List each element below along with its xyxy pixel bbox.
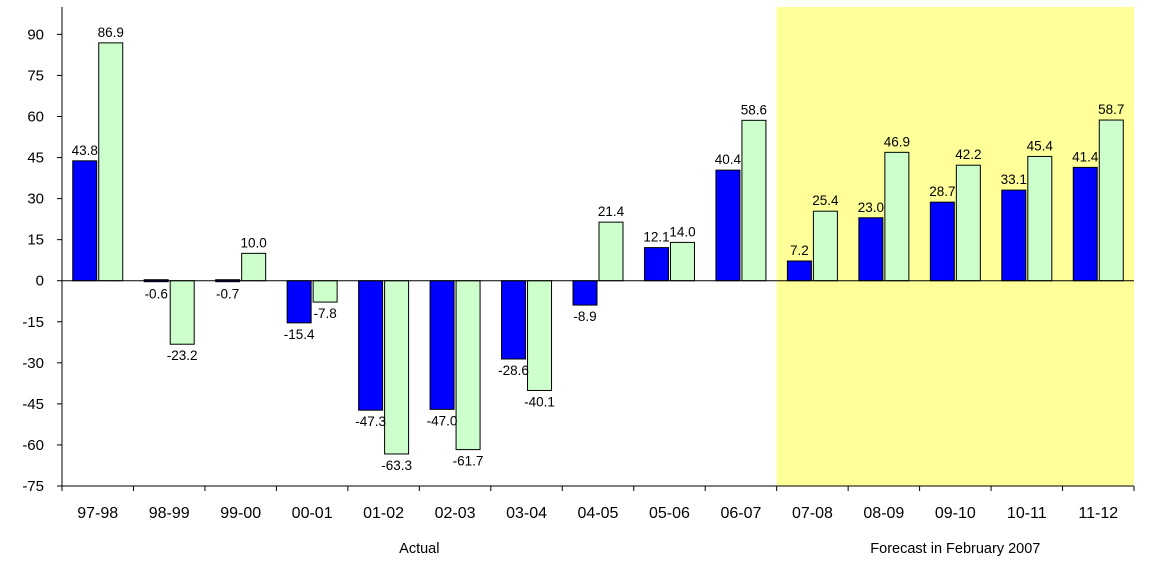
y-tick-label: -15 xyxy=(22,314,44,331)
x-tick-label-05-06: 05-06 xyxy=(649,505,690,522)
bar-series1-08-09 xyxy=(858,217,884,282)
data-label-series1-99-00: -0.7 xyxy=(216,287,239,302)
data-label-series2-97-98: 86.9 xyxy=(98,25,124,40)
y-tick-label: -75 xyxy=(22,478,44,495)
data-label-series1-00-01: -15.4 xyxy=(284,327,315,342)
bar-series2-97-98 xyxy=(98,42,124,282)
bar-series1-97-98 xyxy=(72,160,98,282)
data-label-series1-08-09: 23.0 xyxy=(858,200,884,215)
data-label-series2-07-08: 25.4 xyxy=(812,193,839,208)
data-label-series1-01-02: -47.3 xyxy=(355,414,386,429)
data-label-series1-04-05: -8.9 xyxy=(573,309,596,324)
data-labels-layer: 43.8 -0.6 -0.7 -15.4 -47.3 -47.0 -28.6 -8.9 12.1… xyxy=(72,25,1125,473)
bar-series2-05-06 xyxy=(669,241,695,282)
data-label-series1-09-10: 28.7 xyxy=(929,184,955,199)
data-label-series1-03-04: -28.6 xyxy=(498,363,529,378)
x-tick-label-07-08: 07-08 xyxy=(792,505,833,522)
bar-series1-05-06 xyxy=(643,247,669,282)
x-tick-label-97-98: 97-98 xyxy=(77,505,118,522)
data-label-series1-07-08: 7.2 xyxy=(790,243,809,258)
x-tick-label-00-01: 00-01 xyxy=(292,505,333,522)
group-label-forecast: Forecast in February 2007 xyxy=(870,541,1040,557)
y-tick-label: 90 xyxy=(27,26,44,43)
x-tick-label-11-12: 11-12 xyxy=(1078,505,1118,522)
x-tick-label-01-02: 01-02 xyxy=(363,505,404,522)
data-label-series2-11-12: 58.7 xyxy=(1098,102,1124,117)
y-tick-label: 60 xyxy=(27,108,44,125)
x-tick-label-10-11: 10-11 xyxy=(1007,505,1047,522)
bar-series2-01-02 xyxy=(384,280,410,455)
x-tick-label-02-03: 02-03 xyxy=(435,505,476,522)
bar-series1-00-01 xyxy=(286,280,312,324)
bar-series2-07-08 xyxy=(812,210,838,282)
data-label-series2-10-11: 45.4 xyxy=(1027,138,1054,153)
bar-series2-08-09 xyxy=(884,151,910,282)
data-label-series2-01-02: -63.3 xyxy=(381,458,412,473)
bar-series2-99-00 xyxy=(241,252,267,282)
bars-layer xyxy=(72,42,1124,455)
y-tick-label: 0 xyxy=(36,273,44,290)
data-label-series2-05-06: 14.0 xyxy=(669,224,695,239)
data-label-series1-05-06: 12.1 xyxy=(643,230,669,245)
x-tick-label-08-09: 08-09 xyxy=(863,505,904,522)
data-label-series2-00-01: -7.8 xyxy=(314,306,337,321)
bar-series2-02-03 xyxy=(455,280,481,451)
data-label-series2-02-03: -61.7 xyxy=(453,454,484,469)
y-tick-label: 15 xyxy=(27,232,44,249)
data-label-series2-98-99: -23.2 xyxy=(167,348,198,363)
x-tick-label-04-05: 04-05 xyxy=(578,505,619,522)
y-tick-label: -60 xyxy=(22,437,44,454)
bar-series1-01-02 xyxy=(358,280,384,411)
y-tick-label: 45 xyxy=(27,150,44,167)
group-label-actual: Actual xyxy=(399,541,439,557)
data-label-series2-09-10: 42.2 xyxy=(955,147,981,162)
data-label-series2-04-05: 21.4 xyxy=(598,204,625,219)
bar-series1-06-07 xyxy=(715,169,741,282)
bar-series1-10-11 xyxy=(1001,189,1027,282)
bar-series1-03-04 xyxy=(501,280,527,360)
data-label-series2-03-04: -40.1 xyxy=(524,394,555,409)
x-tick-label-03-04: 03-04 xyxy=(506,505,547,522)
data-label-series1-10-11: 33.1 xyxy=(1001,172,1027,187)
bar-series1-09-10 xyxy=(929,201,955,282)
y-tick-label: -45 xyxy=(22,396,44,413)
data-label-series1-11-12: 41.4 xyxy=(1072,149,1099,164)
data-label-series1-98-99: -0.6 xyxy=(145,286,168,301)
data-label-series2-06-07: 58.6 xyxy=(741,102,767,117)
bar-series2-04-05 xyxy=(598,221,624,282)
y-tick-label: 30 xyxy=(27,191,44,208)
y-tick-label: -30 xyxy=(22,355,44,372)
bar-series2-98-99 xyxy=(169,280,195,345)
x-tick-label-99-00: 99-00 xyxy=(220,505,261,522)
bar-series2-00-01 xyxy=(312,280,338,303)
bar-series2-06-07 xyxy=(741,119,767,282)
bar-series2-10-11 xyxy=(1027,155,1053,282)
data-label-series1-97-98: 43.8 xyxy=(72,143,98,158)
bar-series2-09-10 xyxy=(955,164,981,282)
data-label-series1-06-07: 40.4 xyxy=(715,152,742,167)
bar-series2-03-04 xyxy=(527,280,553,391)
axes-layer: 90 75 60 45 30 15 0 -15 -30 -45 -60 -75 97-98 98-99 99… xyxy=(22,7,1135,557)
bar-series1-07-08 xyxy=(786,260,812,282)
bar-series1-04-05 xyxy=(572,280,598,306)
data-label-series1-02-03: -47.0 xyxy=(427,413,458,428)
y-tick-label: 75 xyxy=(27,67,44,84)
bar-series2-11-12 xyxy=(1098,119,1124,282)
x-tick-label-98-99: 98-99 xyxy=(149,505,190,522)
x-tick-label-06-07: 06-07 xyxy=(720,505,761,522)
bar-series1-11-12 xyxy=(1072,166,1098,282)
x-tick-label-09-10: 09-10 xyxy=(935,505,976,522)
data-label-series2-08-09: 46.9 xyxy=(884,134,910,149)
data-label-series2-99-00: 10.0 xyxy=(241,235,267,250)
bar-series1-02-03 xyxy=(429,280,455,410)
